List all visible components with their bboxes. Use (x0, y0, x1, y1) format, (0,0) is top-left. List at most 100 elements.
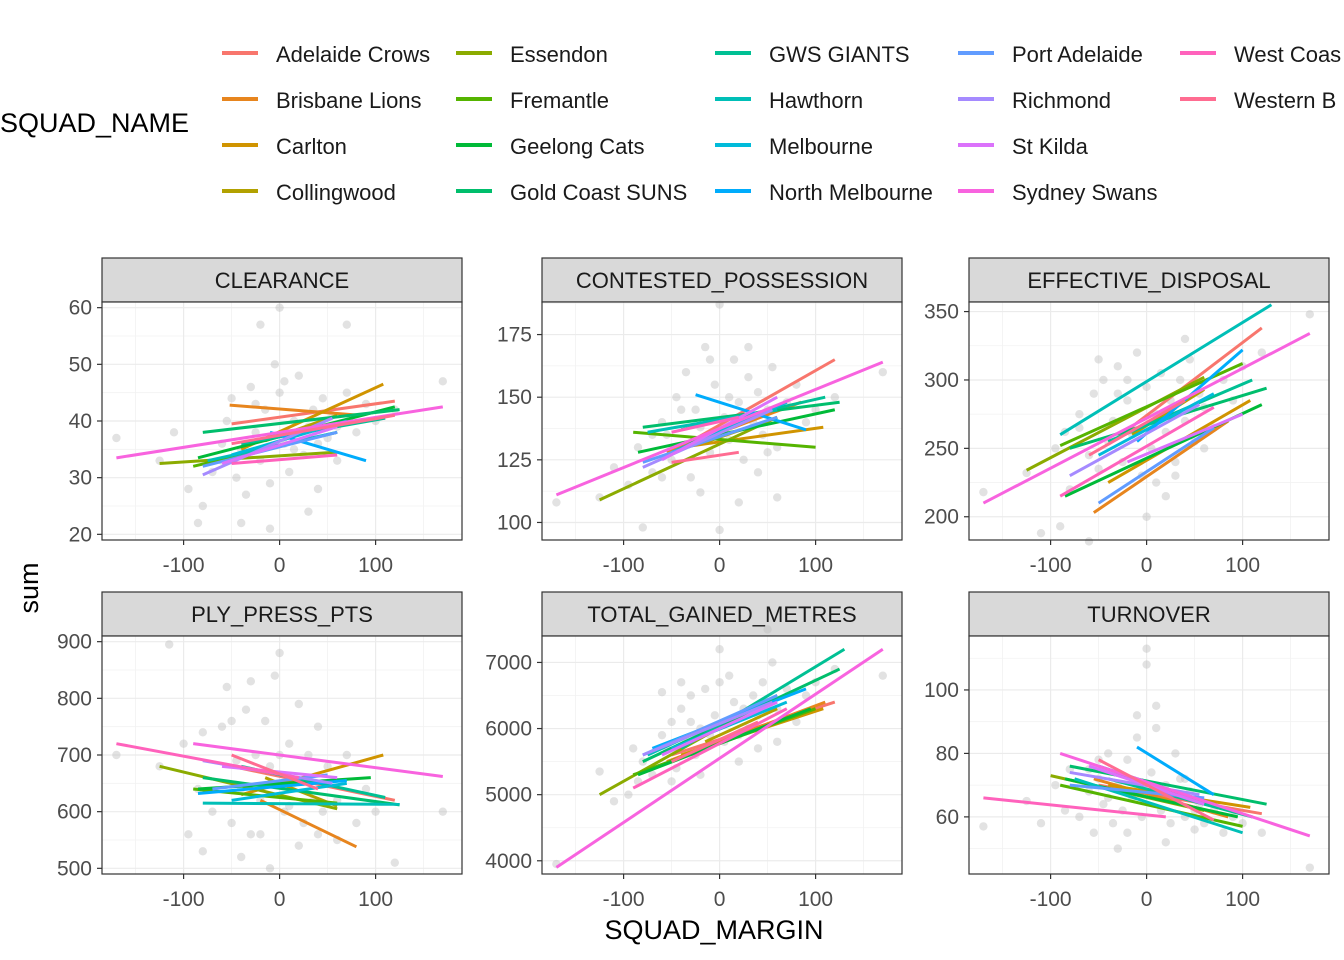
data-point (552, 498, 561, 507)
legend-label: Port Adelaide (1012, 42, 1143, 67)
data-point (696, 488, 705, 497)
legend-label: North Melbourne (769, 180, 933, 205)
data-point (1171, 749, 1180, 758)
data-point (280, 377, 289, 386)
data-point (686, 717, 695, 727)
data-point (657, 730, 667, 740)
data-point (1152, 478, 1161, 487)
data-point (1200, 444, 1209, 453)
data-point (1152, 723, 1161, 733)
data-point (352, 428, 361, 437)
y-tick-label: 175 (497, 324, 532, 347)
data-point (193, 518, 203, 528)
data-point (275, 648, 284, 658)
facet-strip (541, 257, 903, 303)
data-point (629, 744, 638, 753)
data-point (1219, 828, 1228, 837)
trend-line (1088, 399, 1186, 457)
facet-title: CONTESTED_POSSESSION (576, 268, 868, 293)
data-point (256, 320, 265, 329)
data-point (313, 830, 323, 839)
data-point (768, 362, 777, 372)
trend-line (231, 753, 319, 791)
x-tick-label: 0 (1141, 554, 1153, 577)
data-point (1142, 512, 1151, 521)
data-point (830, 393, 839, 402)
legend-item: Collingwood (222, 180, 396, 205)
trend-line (202, 801, 400, 806)
trend-line (680, 425, 824, 449)
data-point (715, 645, 724, 654)
data-point (270, 360, 279, 369)
data-point (710, 711, 719, 720)
data-point (1123, 755, 1132, 764)
data-point (256, 830, 265, 839)
y-tick-label: 80 (936, 742, 959, 765)
data-point (361, 784, 371, 794)
facet-strip (541, 591, 903, 637)
y-tick-label: 600 (57, 801, 92, 824)
x-tick-label: -100 (603, 554, 645, 577)
data-point (1161, 838, 1171, 847)
trend-line (1107, 777, 1253, 819)
legend-item: West Coas (1180, 42, 1341, 67)
legend-items: Adelaide Crows Brisbane Lions Carlton Colli… (222, 42, 1341, 205)
facet-panel: CLEARANCE -100 0 100 20 30 40 50 60 (69, 257, 463, 577)
data-point (112, 750, 121, 760)
y-tick-label: 100 (924, 679, 959, 702)
legend-label: Sydney Swans (1012, 180, 1158, 205)
data-point (1171, 471, 1180, 480)
x-tick-label: 0 (1141, 888, 1153, 911)
data-point (342, 750, 351, 760)
legend-item: Hawthorn (715, 88, 863, 113)
x-axis-label: SQUAD_MARGIN (604, 915, 823, 945)
panel-border (968, 635, 1330, 875)
trend-line (159, 450, 338, 465)
data-point (1152, 701, 1161, 711)
data-point (701, 342, 710, 352)
legend-label: Carlton (276, 134, 347, 159)
data-point (710, 380, 719, 389)
data-point (729, 355, 739, 364)
data-point (318, 807, 327, 816)
data-point (237, 518, 246, 528)
data-point (1161, 492, 1171, 501)
data-point (734, 398, 743, 407)
trend-line (670, 720, 759, 763)
x-tick-label: 100 (798, 888, 833, 911)
data-point (1190, 825, 1199, 834)
x-tick-label: 0 (274, 888, 286, 911)
x-tick-label: -100 (1030, 554, 1072, 577)
data-point (342, 320, 351, 329)
legend-title: SQUAD_NAME (0, 108, 189, 138)
legend-item: Sydney Swans (958, 180, 1158, 205)
data-point (753, 744, 763, 753)
data-point (763, 625, 772, 634)
data-point (313, 484, 323, 494)
data-point (1166, 819, 1175, 828)
data-point (371, 807, 380, 816)
data-point (438, 807, 447, 816)
data-point (1147, 768, 1156, 777)
facet-title: TOTAL_GAINED_METRES (587, 602, 856, 627)
data-point (1036, 528, 1046, 538)
data-point (265, 524, 275, 533)
data-point (749, 691, 758, 700)
data-point (1132, 711, 1142, 720)
trend-line (1092, 419, 1230, 514)
data-point (227, 394, 236, 403)
data-point (1142, 660, 1151, 669)
facet-strip (968, 591, 1330, 637)
y-tick-label: 200 (924, 506, 959, 529)
data-point (773, 493, 782, 502)
x-tick-label: 100 (1225, 888, 1260, 911)
legend-item: Richmond (958, 88, 1111, 113)
trend-line (671, 450, 740, 464)
data-point (657, 687, 667, 697)
data-point (198, 847, 207, 856)
legend-label: Essendon (510, 42, 608, 67)
data-point (1132, 348, 1142, 357)
data-point (729, 697, 739, 707)
trend-line (116, 742, 300, 780)
